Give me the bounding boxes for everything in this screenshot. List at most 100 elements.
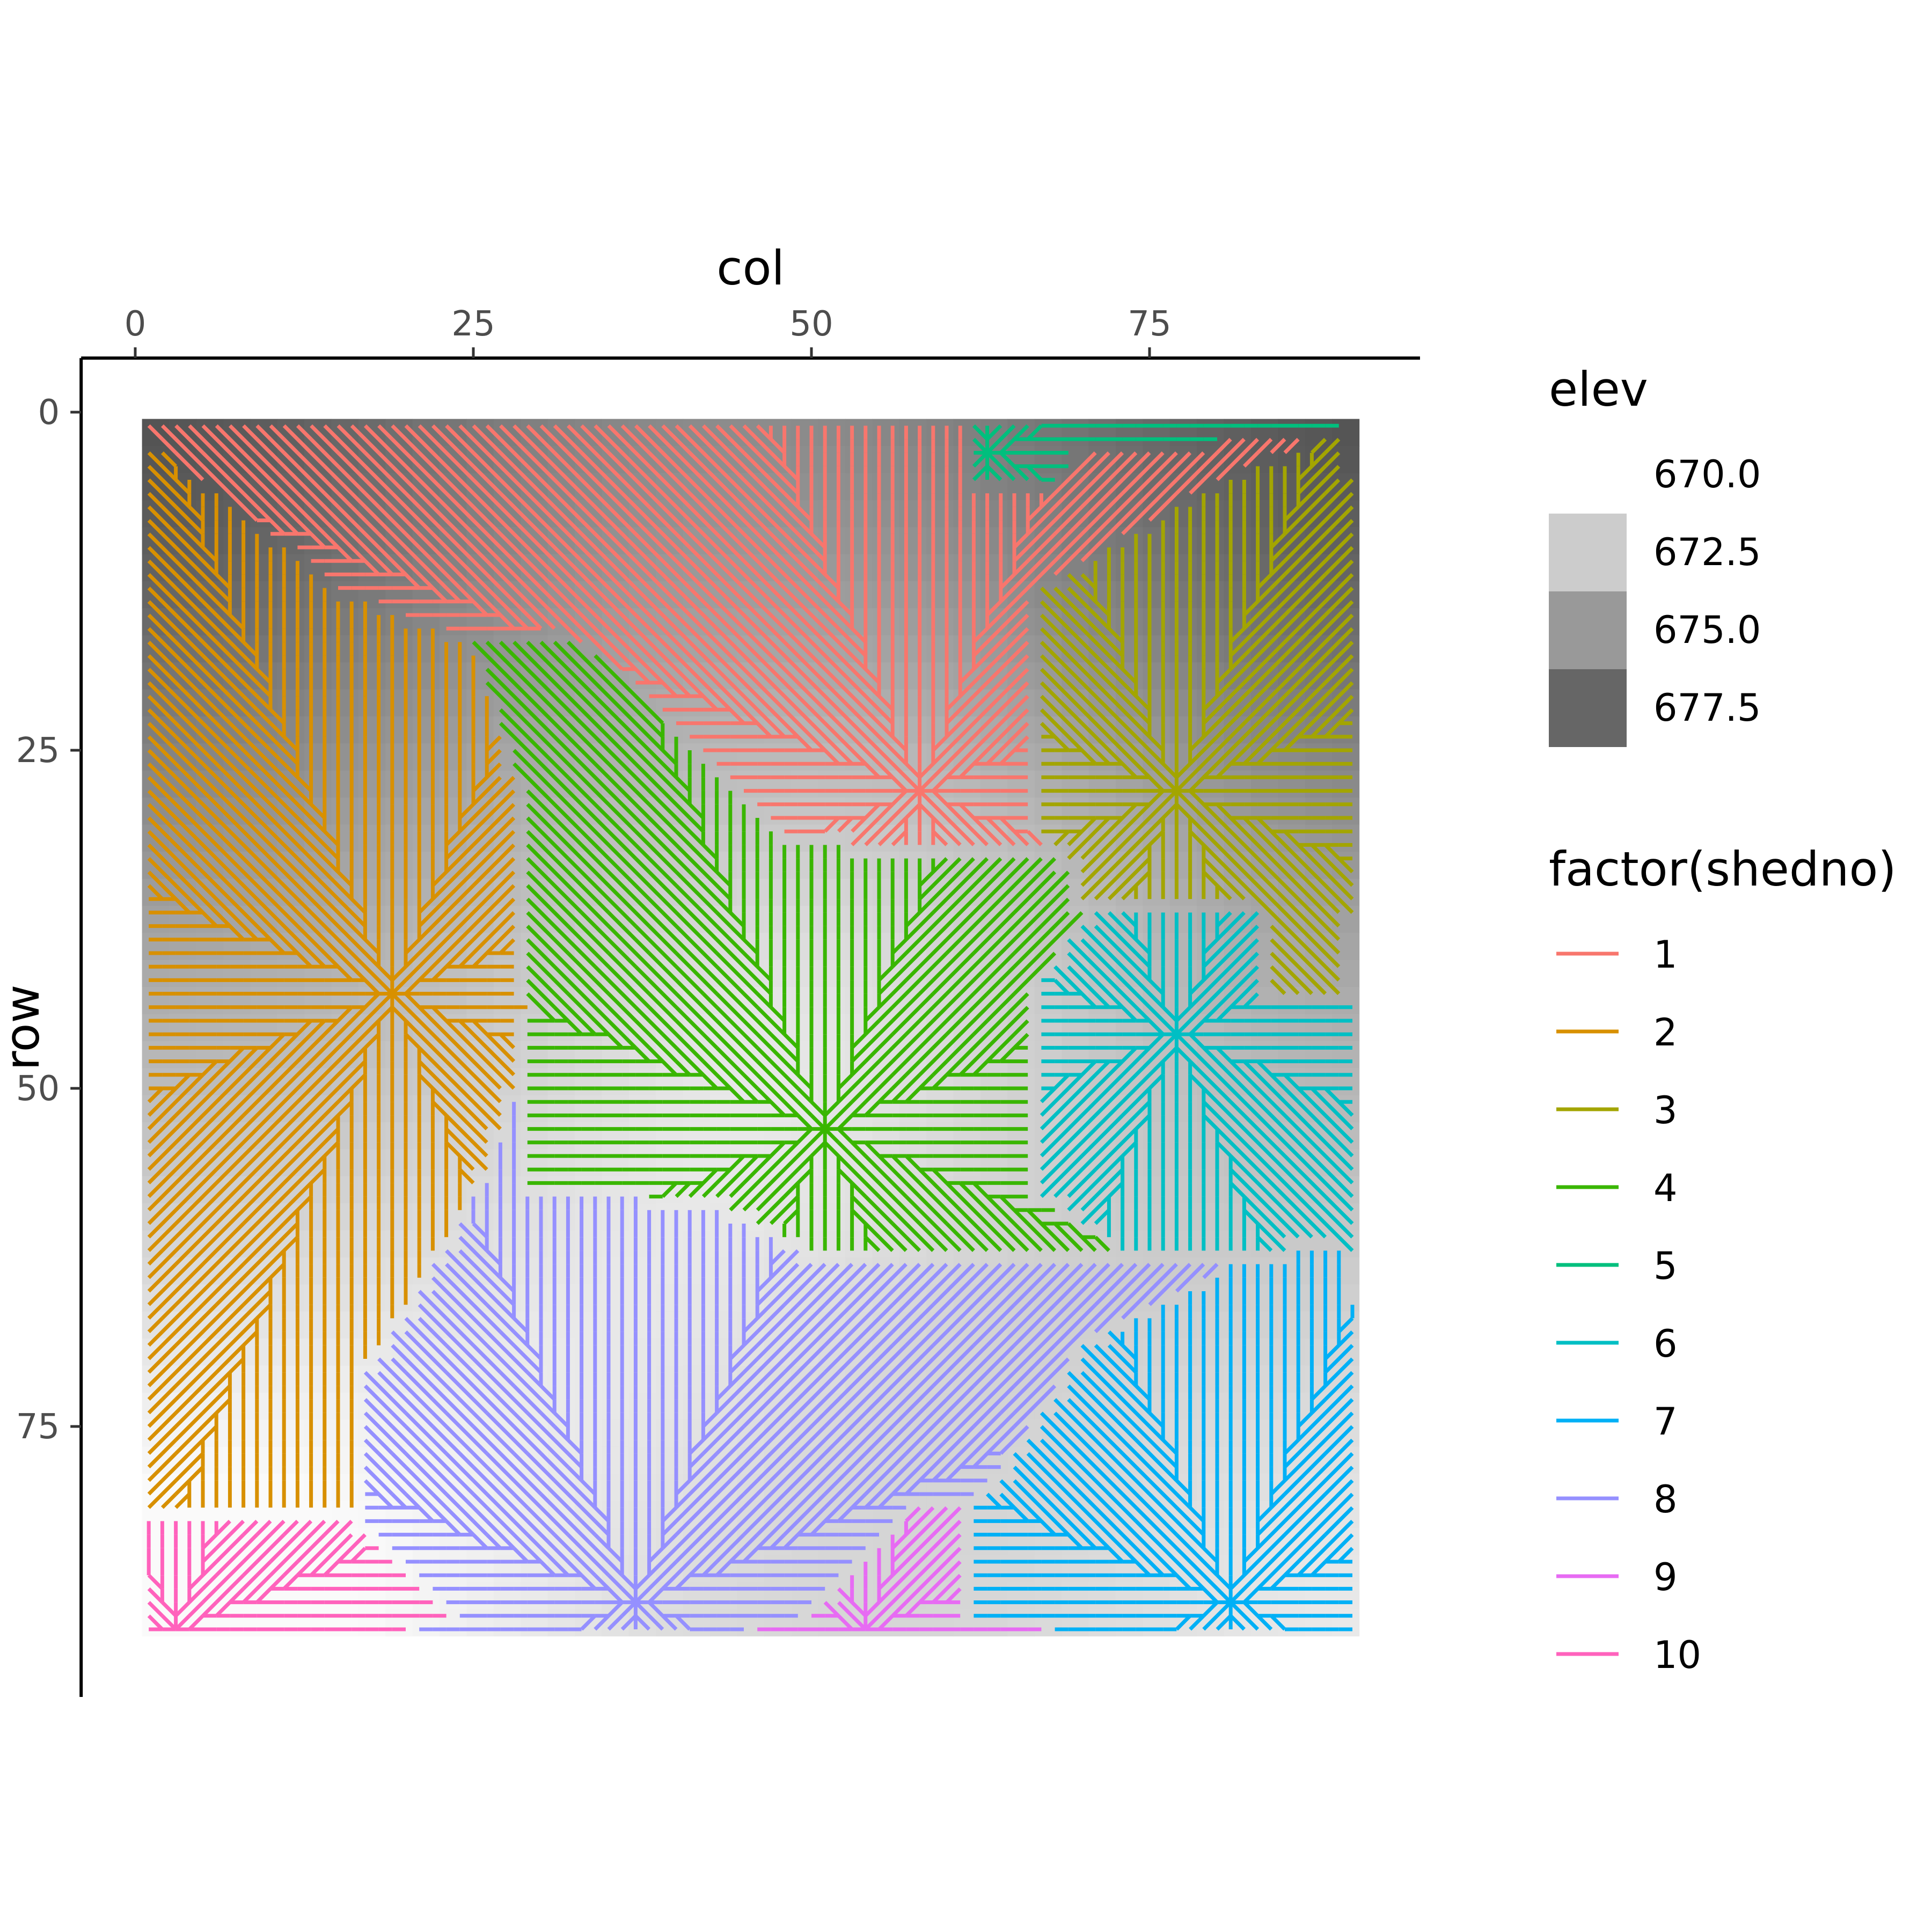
- elevation-cell: [1034, 1582, 1062, 1609]
- elevation-cell: [1116, 581, 1143, 609]
- elevation-cell: [575, 1122, 602, 1150]
- elevation-cell: [1143, 554, 1170, 582]
- elevation-cell: [223, 527, 251, 555]
- elevation-cell: [845, 987, 873, 1014]
- elevation-cell: [466, 1555, 494, 1583]
- elevation-cell: [412, 608, 440, 636]
- elevation-cell: [169, 1528, 196, 1555]
- elevation-cell: [385, 824, 413, 852]
- elevation-cell: [1143, 933, 1170, 961]
- elevation-cell: [926, 581, 954, 609]
- elevation-cell: [358, 1284, 386, 1312]
- elevation-cell: [710, 1284, 737, 1312]
- elevation-cell: [1305, 1257, 1333, 1285]
- elevation-cell: [142, 933, 170, 961]
- elevation-cell: [1116, 1230, 1143, 1258]
- elevation-cell: [1169, 1365, 1197, 1393]
- elevation-cell: [250, 987, 278, 1014]
- elevation-cell: [845, 1528, 873, 1555]
- elevation-cell: [872, 1528, 900, 1555]
- elevation-cell: [710, 1582, 737, 1609]
- elevation-cell: [223, 987, 251, 1014]
- elevation-cell: [926, 1149, 954, 1177]
- elevation-cell: [223, 1474, 251, 1502]
- elevation-cell: [575, 1582, 602, 1609]
- elevation-cell: [899, 1122, 927, 1150]
- elevation-cell: [223, 554, 251, 582]
- elevation-cell: [1169, 635, 1197, 663]
- elevation-cell: [818, 419, 846, 447]
- elevation-cell: [412, 689, 440, 717]
- elevation-cell: [899, 1609, 927, 1637]
- elevation-cell: [358, 1095, 386, 1123]
- elevation-cell: [845, 554, 873, 582]
- elevation-cell: [304, 1609, 332, 1637]
- elevation-cell: [899, 689, 927, 717]
- elevation-cell: [440, 1582, 467, 1609]
- elevation-cell: [1116, 1582, 1143, 1609]
- elevation-cell: [440, 743, 467, 771]
- elevation-cell: [277, 1311, 305, 1339]
- elevation-cell: [385, 905, 413, 933]
- elevation-cell: [980, 1095, 1008, 1123]
- elevation-cell: [1251, 1014, 1278, 1042]
- elevation-cell: [169, 905, 196, 933]
- elevation-cell: [223, 500, 251, 528]
- elevation-cell: [331, 1365, 359, 1393]
- elevation-cell: [953, 1149, 981, 1177]
- elevation-cell: [656, 1122, 684, 1150]
- elevation-cell: [412, 770, 440, 798]
- elevation-cell: [1169, 879, 1197, 906]
- elevation-cell: [602, 1149, 630, 1177]
- elevation-cell: [169, 933, 196, 961]
- elevation-cell: [1169, 1582, 1197, 1609]
- elevation-cell: [1143, 1176, 1170, 1204]
- elevation-cell: [899, 581, 927, 609]
- elevation-cell: [385, 1609, 413, 1637]
- elevation-cell: [1251, 1393, 1278, 1420]
- elevation-cell: [1197, 527, 1225, 555]
- elevation-cell: [1007, 1041, 1035, 1069]
- elevation-cell: [169, 987, 196, 1014]
- elevation-cell: [764, 1609, 792, 1637]
- elevation-cell: [1143, 1338, 1170, 1366]
- elevation-cell: [385, 1284, 413, 1312]
- elevation-cell: [521, 1230, 548, 1258]
- elevation-cell: [1278, 1393, 1306, 1420]
- elevation-cell: [1116, 554, 1143, 582]
- elevation-cell: [1278, 1609, 1306, 1637]
- elevation-cell: [547, 1257, 575, 1285]
- elevation-cell: [791, 419, 819, 447]
- elevation-cell: [1034, 1555, 1062, 1583]
- elevation-cell: [710, 797, 737, 825]
- elevation-cell: [466, 716, 494, 744]
- elevation-cell: [1143, 1311, 1170, 1339]
- elevation-cell: [331, 662, 359, 690]
- elevation-cell: [385, 770, 413, 798]
- elevation-cell: [791, 743, 819, 771]
- elevation-cell: [1088, 770, 1116, 798]
- elevation-cell: [412, 1203, 440, 1231]
- elevation-cell: [1224, 1446, 1252, 1474]
- elevation-cell: [628, 1365, 656, 1393]
- elevation-cell: [250, 608, 278, 636]
- elevation-cell: [1062, 797, 1089, 825]
- elevation-cell: [250, 1474, 278, 1502]
- elevation-cell: [331, 554, 359, 582]
- elevation-cell: [1034, 419, 1062, 447]
- elevation-cell: [440, 770, 467, 798]
- elevation-cell: [466, 987, 494, 1014]
- elevation-cell: [628, 1419, 656, 1447]
- elevation-cell: [602, 1230, 630, 1258]
- elevation-cell: [1305, 1338, 1333, 1366]
- elevation-cell: [1251, 1474, 1278, 1502]
- elevation-cell: [1007, 797, 1035, 825]
- elevation-cell: [1224, 1501, 1252, 1528]
- elevation-cell: [926, 1095, 954, 1123]
- elevation-cell: [764, 797, 792, 825]
- elevation-cell: [440, 1555, 467, 1583]
- elevation-cell: [791, 879, 819, 906]
- elevation-cell: [1332, 1284, 1360, 1312]
- elevation-cell: [547, 1582, 575, 1609]
- elevation-cell: [656, 1095, 684, 1123]
